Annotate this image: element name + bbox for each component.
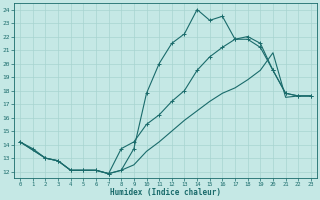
X-axis label: Humidex (Indice chaleur): Humidex (Indice chaleur) [110, 188, 221, 197]
